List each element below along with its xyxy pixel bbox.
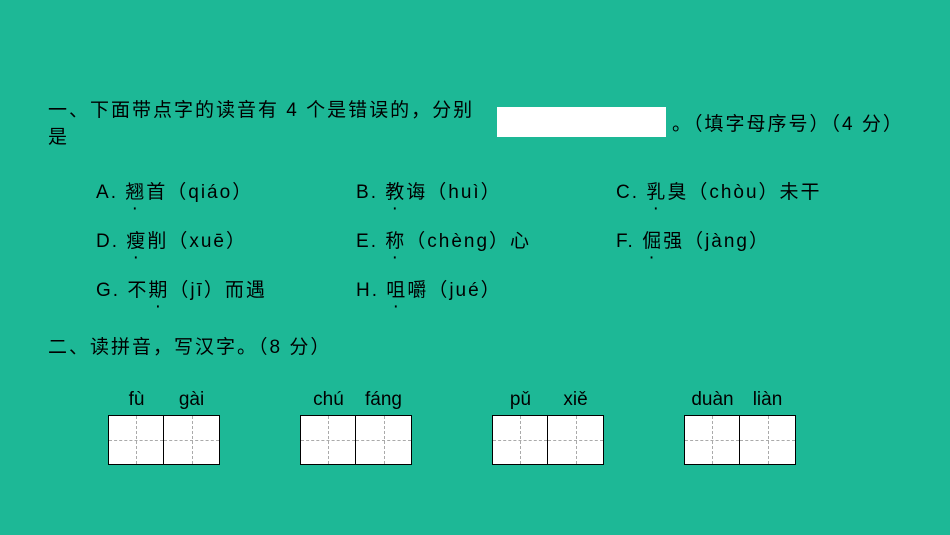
dotted-char: 咀 (386, 275, 407, 302)
pinyin: duàn (685, 389, 740, 411)
tianzi-pair[interactable] (108, 415, 220, 465)
opt-letter: F (616, 231, 628, 252)
pinyin: gài (164, 389, 219, 411)
tianzi-cell[interactable] (109, 416, 164, 464)
q1-opt-h: H. 咀嚼（jué） (356, 275, 616, 302)
worksheet: 一、下面带点字的读音有 4 个是错误的，分别是 。（填字母序号）（4 分） A.… (0, 0, 950, 465)
tianzi-cell[interactable] (301, 416, 356, 464)
q1-row-1: A. 翘首（qiáo） B. 教诲（huì） C. 乳臭（chòu）未干 (96, 177, 902, 204)
q1-stem-before: 一、下面带点字的读音有 4 个是错误的，分别是 (48, 95, 491, 149)
pinyin-group-2: chú fáng (300, 389, 412, 465)
opt-rest: （jī）而遇 (169, 280, 267, 301)
opt-letter: D (96, 231, 112, 252)
dotted-char: 翘 (125, 177, 146, 204)
opt-rest: 削（xuē） (147, 231, 247, 252)
opt-letter: A (96, 182, 111, 203)
opt-rest: 首（qiáo） (146, 182, 253, 203)
q1-options: A. 翘首（qiáo） B. 教诲（huì） C. 乳臭（chòu）未干 D. … (48, 177, 902, 302)
pinyin-group-3: pǔ xiě (492, 389, 604, 465)
opt-rest: 强（jàng） (663, 231, 770, 252)
q1-opt-d: D. 瘦削（xuē） (96, 226, 356, 253)
pinyin-labels: duàn liàn (685, 389, 795, 411)
pinyin: chú (301, 389, 356, 411)
opt-rest: 嚼（jué） (407, 280, 501, 301)
tianzi-cell[interactable] (685, 416, 740, 464)
pinyin-group-4: duàn liàn (684, 389, 796, 465)
q1-opt-g: G. 不期（jī）而遇 (96, 275, 356, 302)
opt-rest: 臭（chòu）未干 (667, 182, 821, 203)
q1-answer-blank[interactable] (497, 107, 666, 137)
pinyin: liàn (740, 389, 795, 411)
q1-opt-e: E. 称（chèng）心 (356, 226, 616, 253)
dotted-char: 倔 (642, 226, 663, 253)
q2-stem: 二、读拼音，写汉字。（8 分） (48, 332, 902, 359)
pinyin-labels: pǔ xiě (493, 389, 603, 411)
tianzi-cell[interactable] (548, 416, 603, 464)
pinyin: fù (109, 389, 164, 411)
q1-opt-f: F. 倔强（jàng） (616, 226, 902, 253)
dotted-char: 称 (385, 226, 406, 253)
pinyin: pǔ (493, 389, 548, 411)
tianzi-pair[interactable] (684, 415, 796, 465)
opt-letter: E (356, 231, 371, 252)
dotted-char: 教 (385, 177, 406, 204)
opt-letter: H (356, 280, 372, 301)
dotted-char: 期 (148, 275, 169, 302)
tianzi-cell[interactable] (740, 416, 795, 464)
tianzi-cell[interactable] (493, 416, 548, 464)
opt-rest: 诲（huì） (406, 182, 501, 203)
dotted-char: 乳 (646, 177, 667, 204)
dotted-char: 瘦 (126, 226, 147, 253)
q1-opt-b: B. 教诲（huì） (356, 177, 616, 204)
opt-letter: C (616, 182, 632, 203)
pinyin-group-1: fù gài (108, 389, 220, 465)
q2-pinyin-row: fù gài chú fáng pǔ xiě (48, 389, 902, 465)
pinyin: fáng (356, 389, 411, 411)
tianzi-pair[interactable] (492, 415, 604, 465)
q1-stem: 一、下面带点字的读音有 4 个是错误的，分别是 。（填字母序号）（4 分） (48, 95, 902, 149)
opt-letter: G (96, 280, 113, 301)
pinyin: xiě (548, 389, 603, 411)
q1-opt-c: C. 乳臭（chòu）未干 (616, 177, 902, 204)
pinyin-labels: fù gài (109, 389, 219, 411)
opt-prefix: 不 (127, 280, 148, 301)
opt-rest: （chèng）心 (406, 231, 531, 252)
tianzi-cell[interactable] (356, 416, 411, 464)
tianzi-cell[interactable] (164, 416, 219, 464)
q1-row-2: D. 瘦削（xuē） E. 称（chèng）心 F. 倔强（jàng） (96, 226, 902, 253)
q1-stem-after: 。（填字母序号）（4 分） (672, 109, 902, 136)
tianzi-pair[interactable] (300, 415, 412, 465)
opt-letter: B (356, 182, 371, 203)
q1-opt-a: A. 翘首（qiáo） (96, 177, 356, 204)
q1-row-3: G. 不期（jī）而遇 H. 咀嚼（jué） (96, 275, 902, 302)
pinyin-labels: chú fáng (301, 389, 411, 411)
